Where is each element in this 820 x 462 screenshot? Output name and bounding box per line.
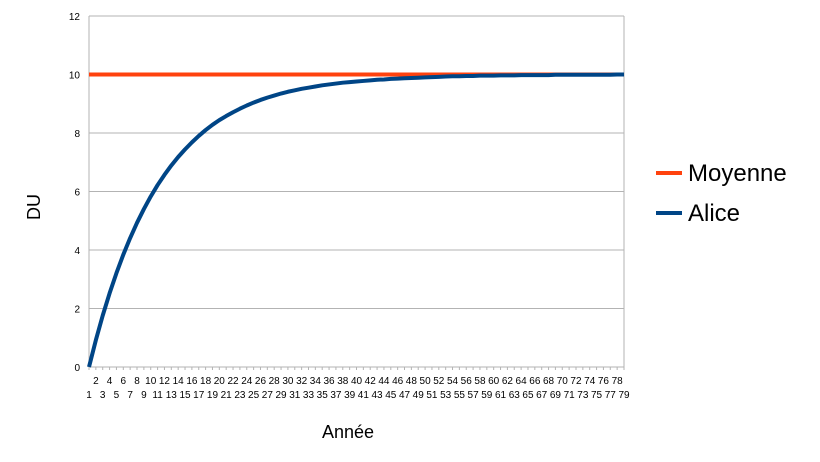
x-tick-label: 6 [121,376,127,387]
x-tick-label: 49 [413,390,425,401]
x-tick-label: 47 [399,390,411,401]
x-axis-title: Année [322,422,374,442]
y-tick-label: 8 [74,129,80,140]
x-tick-label: 38 [337,376,349,387]
x-tick-label: 27 [262,390,274,401]
x-tick-label: 75 [591,390,603,401]
x-tick-label: 22 [227,376,239,387]
x-tick-label: 21 [221,390,233,401]
x-tick-label: 41 [358,390,370,401]
x-tick-label: 43 [372,390,384,401]
x-tick-label: 72 [570,376,582,387]
x-tick-label: 58 [474,376,486,387]
x-tick-label: 39 [344,390,356,401]
x-tick-label: 12 [159,376,171,387]
x-tick-label: 48 [406,376,418,387]
x-tick-label: 23 [234,390,246,401]
x-tick-label: 19 [207,390,219,401]
legend: Moyenne Alice [656,160,787,227]
x-tick-label: 30 [282,376,294,387]
y-axis-ticks: 0 2 4 6 8 10 12 [69,12,81,374]
x-tick-label: 45 [385,390,397,401]
y-tick-label: 2 [74,305,80,316]
x-tick-label: 31 [289,390,301,401]
x-tick-label: 67 [536,390,548,401]
x-tick-label: 37 [330,390,342,401]
x-tick-label: 3 [100,390,106,401]
x-tick-label: 9 [141,390,147,401]
x-tick-label: 53 [440,390,452,401]
x-tick-label: 34 [310,376,322,387]
legend-label-alice: Alice [688,200,740,227]
x-tick-label: 26 [255,376,267,387]
x-tick-label: 51 [426,390,438,401]
x-axis-ticks: 1234567891011121314151617181920212223242… [86,367,630,401]
x-tick-label: 55 [454,390,466,401]
x-tick-label: 65 [522,390,534,401]
x-tick-label: 44 [378,376,390,387]
x-tick-label: 24 [241,376,253,387]
y-tick-label: 6 [74,188,80,199]
legend-label-moyenne: Moyenne [688,160,787,187]
x-tick-label: 7 [127,390,133,401]
x-tick-label: 28 [269,376,281,387]
x-tick-label: 69 [550,390,562,401]
x-tick-label: 4 [107,376,113,387]
x-tick-label: 73 [577,390,589,401]
x-tick-label: 50 [420,376,432,387]
x-tick-label: 71 [564,390,576,401]
x-tick-label: 78 [612,376,624,387]
x-tick-label: 61 [495,390,507,401]
x-tick-label: 76 [598,376,610,387]
x-tick-label: 56 [461,376,473,387]
x-tick-label: 70 [557,376,569,387]
x-tick-label: 35 [317,390,329,401]
x-tick-label: 25 [248,390,260,401]
x-tick-label: 11 [152,390,163,401]
x-tick-label: 42 [365,376,377,387]
x-tick-label: 15 [179,390,191,401]
x-tick-label: 52 [433,376,445,387]
series-line-alice [87,72,624,368]
x-tick-label: 17 [193,390,205,401]
x-tick-label: 57 [468,390,480,401]
x-tick-label: 13 [166,390,178,401]
x-tick-label: 8 [134,376,140,387]
y-axis-title: DU [24,194,44,220]
x-tick-label: 16 [186,376,198,387]
x-tick-label: 1 [86,390,92,401]
y-tick-label: 0 [74,363,80,374]
x-tick-label: 60 [488,376,500,387]
series-layer [87,72,624,368]
x-tick-label: 62 [502,376,514,387]
x-tick-label: 32 [296,376,308,387]
x-tick-label: 46 [392,376,404,387]
x-tick-label: 20 [214,376,226,387]
y-tick-label: 4 [74,246,80,257]
x-tick-label: 59 [481,390,493,401]
x-tick-label: 10 [145,376,157,387]
x-tick-label: 54 [447,376,459,387]
x-tick-label: 63 [509,390,521,401]
x-tick-label: 18 [200,376,212,387]
x-tick-label: 36 [324,376,336,387]
x-tick-label: 79 [618,390,630,401]
gridlines [89,15,624,368]
x-tick-label: 33 [303,390,315,401]
y-tick-label: 10 [69,71,81,82]
x-tick-label: 68 [543,376,555,387]
x-tick-label: 14 [173,376,185,387]
x-tick-label: 66 [529,376,541,387]
y-tick-label: 12 [69,12,81,23]
x-tick-label: 40 [351,376,363,387]
x-tick-label: 74 [584,376,596,387]
x-tick-label: 5 [114,390,120,401]
x-tick-label: 29 [275,390,287,401]
x-tick-label: 2 [93,376,99,387]
x-tick-label: 77 [605,390,617,401]
x-tick-label: 64 [516,376,528,387]
